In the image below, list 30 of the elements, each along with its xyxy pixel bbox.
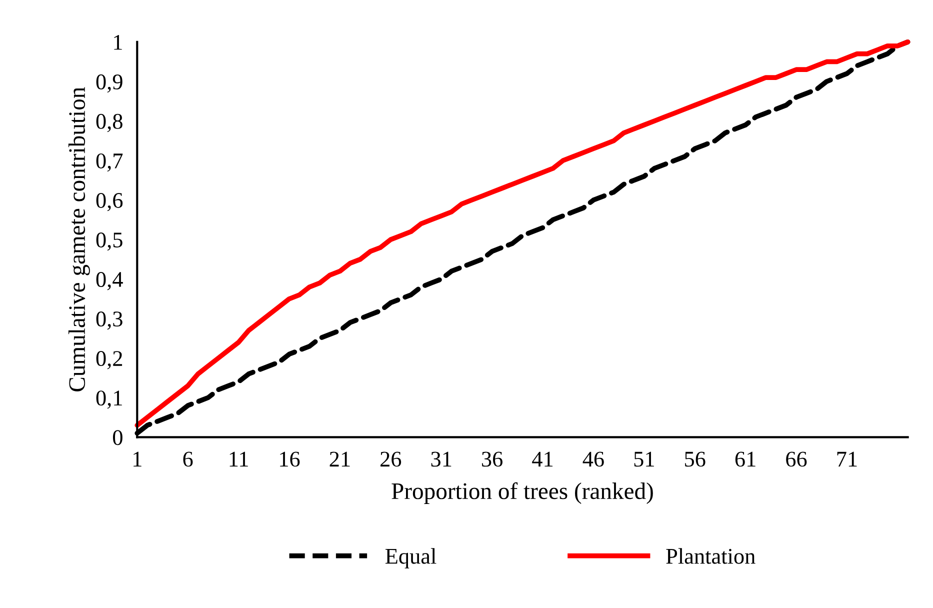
x-tick-label: 36 [482, 452, 503, 467]
x-tick-label: 41 [532, 452, 553, 466]
x-tick-label: 16 [280, 452, 300, 467]
legend-label: Equal [385, 548, 436, 568]
y-axis-title: Cumulative gamete contribution [68, 87, 90, 392]
x-tick-label: 56 [685, 452, 706, 467]
x-tick-label: 1 [134, 452, 142, 466]
y-tick-label: 0,3 [96, 312, 122, 330]
x-tick-label: 11 [230, 452, 248, 466]
x-tick-label: 26 [380, 452, 402, 467]
x-tick-label: 21 [330, 452, 350, 466]
x-tick-label: 46 [582, 452, 604, 467]
x-tick-label: 31 [431, 452, 452, 467]
y-tick-label: 1 [114, 34, 122, 50]
y-tick-label: 0,6 [96, 192, 123, 212]
x-tick-label: 71 [837, 452, 857, 466]
x-tick-label: 61 [735, 452, 756, 467]
y-tick-label: 0 [113, 430, 122, 446]
y-tick-label: 0,7 [96, 153, 123, 172]
x-tick-label: 66 [786, 452, 807, 467]
x-tick-label: 51 [634, 452, 654, 467]
y-tick-label: 0,9 [96, 74, 122, 93]
y-tick-label: 0,1 [96, 390, 122, 409]
y-tick-label: 0,8 [96, 114, 122, 132]
x-axis-title: Proportion of trees (ranked) [392, 482, 653, 504]
y-tick-label: 0,2 [96, 351, 122, 370]
x-tick-label: 6 [183, 452, 193, 467]
y-tick-label: 0,5 [96, 232, 122, 251]
legend-label: Plantation [666, 548, 756, 564]
y-tick-label: 0,4 [96, 272, 123, 290]
